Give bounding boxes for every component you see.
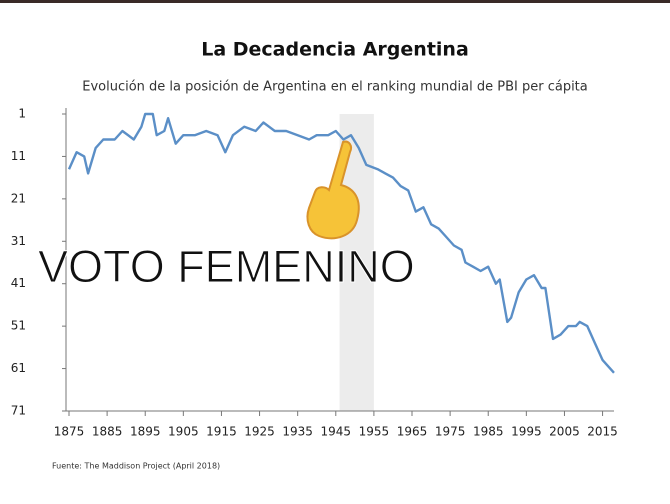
x-tick-label: 1935 <box>282 425 313 439</box>
y-tick-label: 51 <box>11 319 26 333</box>
top-border <box>0 0 670 3</box>
x-tick-label: 1925 <box>244 425 275 439</box>
y-tick-label: 41 <box>11 276 26 290</box>
x-tick-label: 2015 <box>587 425 618 439</box>
x-tick-label: 1975 <box>435 425 466 439</box>
y-tick-label: 71 <box>11 404 26 418</box>
y-tick-label: 61 <box>11 361 26 375</box>
x-tick-label: 1995 <box>511 425 542 439</box>
x-tick-label: 1875 <box>54 425 85 439</box>
x-tick-label: 1985 <box>473 425 504 439</box>
x-tick-label: 1945 <box>321 425 352 439</box>
chart-subtitle: Evolución de la posición de Argentina en… <box>82 80 588 95</box>
hand-shape <box>306 140 360 240</box>
annotation: VOTO FEMENINO <box>38 241 415 292</box>
source-note: Fuente: The Maddison Project (April 2018… <box>52 462 220 471</box>
x-tick-label: 1905 <box>168 425 199 439</box>
x-tick-label: 1915 <box>206 425 237 439</box>
pointing-hand <box>306 140 360 240</box>
x-tick-label: 1895 <box>130 425 161 439</box>
chart-title: La Decadencia Argentina <box>201 39 469 61</box>
x-tick-label: 1965 <box>397 425 428 439</box>
y-tick-label: 31 <box>11 234 26 248</box>
x-tick-label: 1955 <box>359 425 390 439</box>
y-tick-label: 1 <box>18 107 26 121</box>
data-line <box>67 112 615 374</box>
overlay: VOTO FEMENINO <box>38 140 415 292</box>
y-tick-label: 21 <box>11 191 26 205</box>
x-tick-label: 1885 <box>92 425 123 439</box>
x-tick-label: 2005 <box>549 425 580 439</box>
y-tick-label: 11 <box>11 149 26 163</box>
